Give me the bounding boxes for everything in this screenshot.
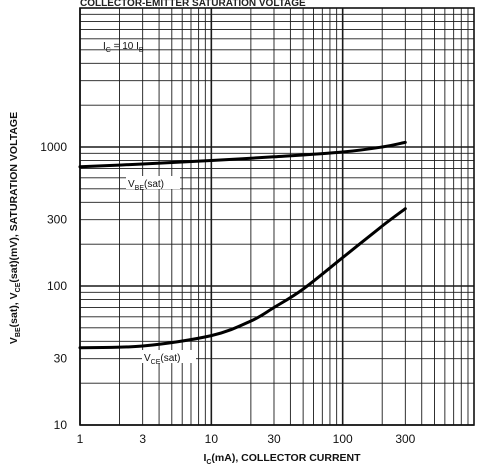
- y-tick-label: 10: [54, 418, 68, 432]
- x-tick-label: 1: [77, 432, 84, 446]
- x-tick-label: 3: [139, 432, 146, 446]
- series-line-be: [78, 140, 407, 169]
- y-axis-label: VBE(sat), VCE(sat)(mV), SATURATION VOLTA…: [8, 112, 22, 344]
- x-tick-label: 300: [395, 432, 415, 446]
- y-tick-label: 1000: [40, 140, 67, 154]
- svg-text:VCE(sat): VCE(sat): [144, 353, 180, 366]
- series-label-vbe: VBE(sat): [126, 176, 180, 192]
- x-tick-label: 10: [205, 432, 219, 446]
- x-axis-label: IC(mA), COLLECTOR CURRENT: [203, 452, 361, 465]
- y-tick-label: 100: [47, 279, 67, 293]
- y-tick-label: 30: [54, 352, 68, 366]
- curves: [78, 140, 407, 350]
- svg-text:VBE(sat): VBE(sat): [128, 179, 164, 192]
- series-label-vce: VCE(sat): [142, 350, 196, 366]
- x-tick-label: 100: [333, 432, 353, 446]
- grid-lines: [79, 7, 475, 426]
- plot-frame: [79, 7, 475, 426]
- y-tick-label: 300: [47, 213, 67, 227]
- chart-title: COLLECTOR-EMITTER SATURATION VOLTAGE: [80, 0, 306, 9]
- tick-labels: 1 3 10 30 100 300 10 30 100 300 1000: [40, 140, 415, 446]
- x-tick-label: 30: [267, 432, 281, 446]
- condition-annotation: IC = 10 IB: [103, 41, 144, 54]
- series-line-ce: [78, 207, 407, 350]
